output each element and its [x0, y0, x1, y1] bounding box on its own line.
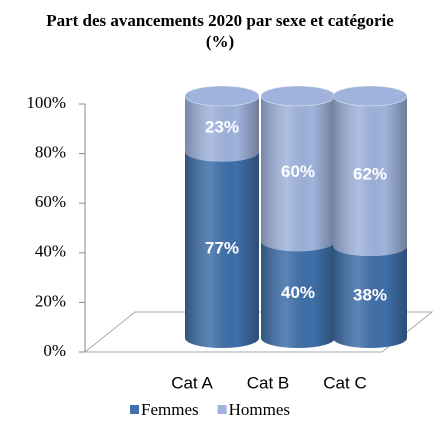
cylinder-shade — [185, 96, 259, 162]
data-label: 38% — [353, 286, 387, 305]
legend-marker — [217, 405, 227, 414]
y-tick-label: 100% — [26, 93, 66, 112]
cylinder-shade — [333, 246, 407, 348]
legend-label: Hommes — [229, 400, 290, 419]
x-tick-label: Cat B — [247, 373, 290, 392]
data-label: 62% — [353, 165, 387, 184]
cylinder-top — [260, 85, 336, 107]
cylinder-shade — [333, 96, 407, 257]
y-tick-label: 40% — [35, 242, 66, 261]
y-tick-label: 80% — [35, 143, 66, 162]
data-label: 60% — [281, 162, 315, 181]
data-label: 77% — [205, 238, 239, 257]
x-tick-label: Cat C — [323, 373, 366, 392]
cylinder-top — [184, 85, 260, 107]
cylinder-shade — [261, 241, 335, 348]
cylinder-top — [332, 85, 408, 107]
x-tick-label: Cat A — [171, 373, 213, 392]
chart-title: Part des avancements 2020 par sexe et ca… — [46, 11, 394, 51]
y-tick-label: 20% — [35, 291, 66, 310]
legend-marker — [130, 405, 139, 414]
y-tick-label: 60% — [35, 192, 66, 211]
y-tick-label: 0% — [43, 341, 66, 360]
legend-label: Femmes — [141, 400, 199, 419]
data-label: 23% — [205, 117, 239, 136]
cylinder-shade — [185, 151, 259, 348]
cylinder-shade — [261, 96, 335, 252]
data-label: 40% — [281, 283, 315, 302]
